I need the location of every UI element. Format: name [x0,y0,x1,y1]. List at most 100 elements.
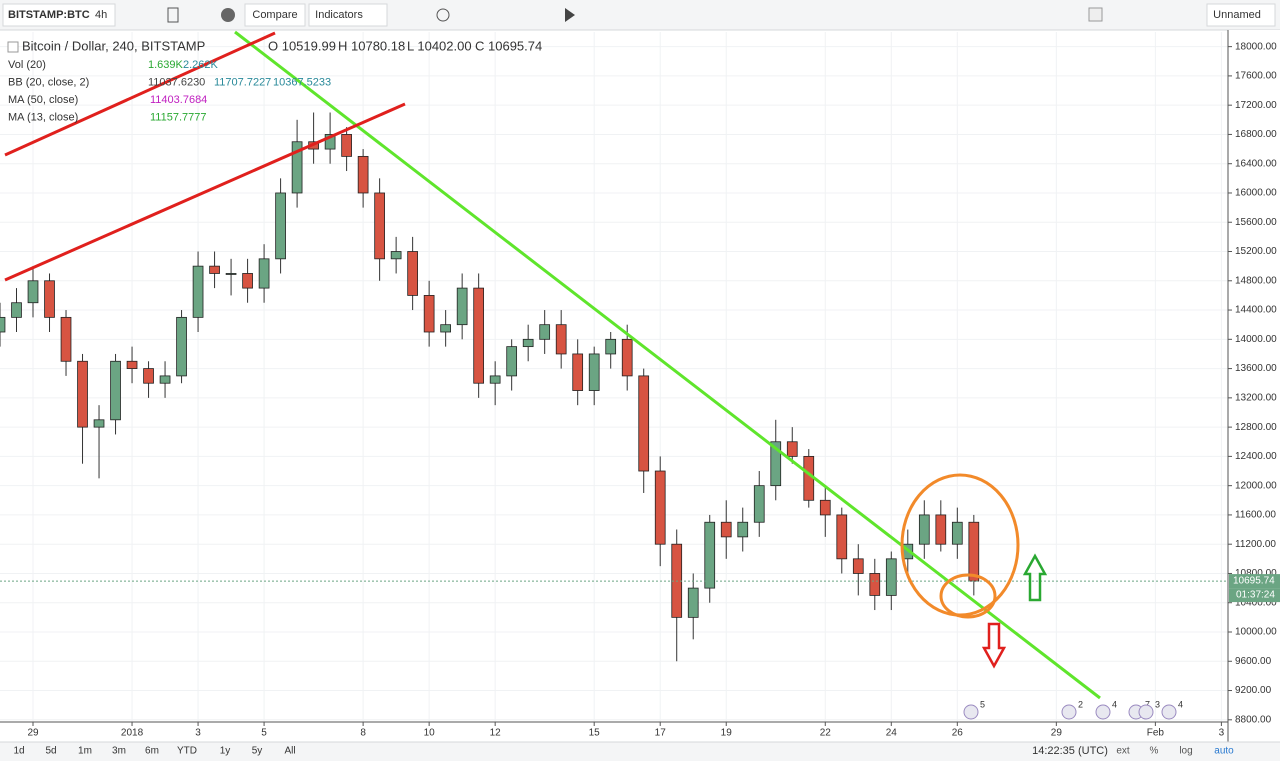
light-icon[interactable] [436,8,450,22]
toolbar-icons [167,7,1103,23]
highlight-circle [900,473,1020,617]
x-tick-label: 3 [1219,728,1225,739]
candle-body [489,375,501,384]
indicator-value: 11037.6230 [148,76,205,88]
candle-body [621,338,633,377]
candle-body [473,287,485,384]
candle-body [572,353,584,391]
candle-body [176,316,187,377]
layout-name[interactable]: Unnamed [1213,9,1261,21]
legend-open: O 10519.99 [268,38,336,53]
play-icon[interactable] [565,8,575,22]
candle-body [506,346,518,377]
candle-body [77,360,88,428]
indicators-label[interactable]: Indicators [315,9,363,21]
candle-body [407,251,418,296]
candle-icon[interactable] [167,7,179,23]
range-button[interactable]: 3m [112,746,126,757]
y-tick-label: 17600.00 [1235,71,1277,82]
countdown-box [1229,588,1280,603]
candle-body [60,316,72,362]
bottom-toolbar [0,742,1280,761]
layout-icon[interactable] [1088,7,1103,22]
candle-body [885,558,897,596]
candle-body [324,134,336,150]
legend-high: H 10780.18 [338,38,405,53]
candle-body [539,324,551,340]
y-tick-label: 8800.00 [1235,714,1272,725]
y-tick-label: 14800.00 [1235,275,1277,286]
event-count: 3 [1155,699,1160,709]
x-tick-label: 8 [360,728,366,739]
candle-body [126,360,138,369]
candle-body [93,419,105,428]
candle-body [935,514,947,545]
candle-body [242,273,253,289]
y-tick-label: 16400.00 [1235,158,1277,169]
x-tick-label: 24 [886,728,898,739]
legend-collapse[interactable] [7,41,19,53]
channel-line-lower [4,102,406,282]
candle-body [11,302,22,318]
event-badge [1161,704,1177,720]
interval[interactable]: 4h [95,9,107,21]
candle-body [390,251,402,260]
legend-low: L 10402.00 [407,38,472,53]
symbol[interactable]: BITSTAMP:BTC [8,9,90,21]
x-tick-label: 22 [820,728,832,739]
candle-body [258,258,270,289]
compare-label[interactable]: Compare [252,9,297,21]
y-tick-label: 11200.00 [1235,539,1276,550]
indicators-button[interactable] [308,3,388,27]
x-tick-label: 2018 [121,728,144,739]
candle-body [110,360,121,421]
x-tick-label: 10 [424,728,436,739]
candle-body [836,514,848,560]
indicator-value: 1.639K [148,59,184,71]
scale-option[interactable]: % [1150,746,1159,757]
x-tick-label: 3 [195,728,201,739]
candle-body [357,155,369,194]
candle-body [209,265,220,274]
x-tick-label: 26 [952,728,964,739]
settings-icon[interactable] [221,8,235,22]
range-button[interactable]: 1y [220,746,231,757]
candle-body [704,521,716,589]
candle-body [786,441,798,457]
range-button[interactable]: 1d [13,746,24,757]
scale-option[interactable]: ext [1116,746,1130,757]
x-tick-label: 15 [589,728,601,739]
range-button[interactable]: YTD [177,746,197,757]
candle-body [225,273,237,275]
event-count: 2 [1078,699,1083,709]
indicator-value: 10367.5233 [273,76,331,88]
candle-body [770,441,782,487]
candle-body [638,375,650,472]
candle-body [951,521,963,545]
range-button[interactable]: All [284,746,295,757]
compare-button[interactable] [244,3,306,27]
range-button[interactable]: 1m [78,746,92,757]
candle-body [456,287,468,326]
candle-body [869,573,881,596]
candle-body [687,587,699,618]
candle-body [720,521,732,538]
layout-name-box[interactable] [1206,3,1276,27]
symbol-box[interactable] [2,3,116,27]
event-badge [1061,704,1077,720]
legend-rows: Vol (20) 1.639K 2.262K BB (20, close, 2) 110… [8,59,331,124]
range-button[interactable]: 6m [145,746,159,757]
y-tick-label: 10000.00 [1235,627,1277,638]
range-button[interactable]: 5d [45,746,56,757]
candle-body [852,558,864,574]
range-button[interactable]: 5y [252,746,263,757]
indicator-name: MA (13, close) [8,111,78,123]
y-tick-label: 12800.00 [1235,422,1277,433]
scale-option[interactable]: log [1179,746,1192,757]
scale-option[interactable]: auto [1214,746,1234,757]
candle-body [588,353,600,391]
candle-body [374,192,385,260]
countdown: 01:37:24 [1236,590,1275,601]
indicator-value: 2.262K [183,59,219,71]
last-price-box [1229,574,1280,589]
